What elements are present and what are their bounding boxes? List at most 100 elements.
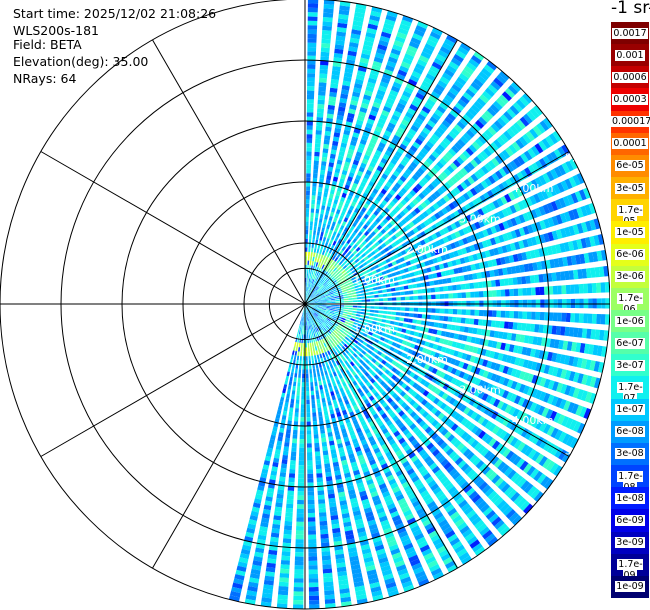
range-gate	[295, 399, 300, 405]
range-gate	[430, 214, 438, 222]
range-gate	[417, 313, 423, 319]
range-gate	[307, 291, 309, 296]
range-gate	[430, 180, 439, 188]
range-gate	[365, 306, 371, 309]
range-gate	[564, 178, 573, 190]
range-gate	[311, 247, 314, 253]
range-ring-label: 4.00km	[512, 182, 554, 195]
range-gate	[327, 252, 331, 258]
range-gate	[363, 256, 369, 261]
range-gate	[515, 333, 521, 342]
range-gate	[332, 61, 342, 68]
range-gate	[363, 318, 369, 323]
range-gate	[530, 145, 540, 156]
range-gate	[412, 235, 419, 242]
range-gate	[349, 258, 354, 264]
range-gate	[485, 270, 491, 278]
range-gate	[448, 293, 454, 299]
range-gate	[307, 286, 309, 292]
ray-23	[305, 202, 596, 304]
range-gate	[344, 67, 354, 74]
range-gate	[277, 489, 285, 495]
range-gate	[328, 281, 333, 285]
range-gate	[446, 165, 455, 174]
range-gate	[367, 77, 377, 85]
range-gate	[444, 293, 449, 299]
range-gate	[321, 437, 327, 443]
range-gate	[309, 304, 314, 306]
range-gate	[323, 8, 334, 14]
range-gate	[498, 222, 506, 231]
range-gate	[298, 373, 301, 378]
range-gate	[341, 230, 347, 237]
range-gate	[466, 161, 475, 171]
range-gate	[334, 294, 339, 297]
range-gate	[390, 316, 396, 320]
instrument-text: WLS200s-181	[13, 23, 99, 38]
range-gate	[580, 221, 588, 233]
range-gate	[308, 243, 311, 248]
range-gate	[313, 285, 317, 290]
range-gate	[460, 95, 470, 105]
range-gate	[326, 175, 332, 181]
range-gate	[301, 378, 305, 383]
range-gate	[366, 146, 374, 153]
range-gate	[452, 293, 458, 299]
range-gate	[455, 325, 461, 332]
range-gate	[456, 317, 462, 323]
range-gate	[337, 219, 342, 225]
range-gate	[418, 151, 426, 159]
range-gate	[318, 222, 322, 228]
range-gate	[396, 252, 403, 258]
range-gate	[325, 476, 333, 482]
range-gate	[465, 246, 472, 254]
range-gate	[323, 454, 330, 460]
range-gate	[388, 278, 394, 283]
range-gate	[370, 266, 376, 271]
range-gate	[319, 525, 328, 531]
range-gate	[429, 205, 436, 213]
range-gate	[352, 91, 361, 98]
range-gate	[321, 308, 327, 311]
range-gate	[436, 330, 442, 336]
range-gate	[525, 197, 533, 207]
range-gate	[374, 310, 379, 313]
range-gate	[554, 199, 563, 210]
range-gate	[459, 343, 466, 350]
range-gate	[361, 240, 367, 246]
range-gate	[577, 327, 583, 338]
range-gate	[399, 286, 405, 291]
range-gate	[294, 412, 299, 418]
range-gate	[323, 585, 334, 591]
range-gate	[522, 225, 530, 235]
range-gate	[369, 138, 378, 145]
range-gate	[316, 235, 320, 240]
range-gate	[450, 222, 457, 230]
range-gate	[309, 300, 314, 303]
range-gate	[570, 284, 575, 294]
range-gate	[310, 382, 314, 387]
range-gate	[518, 311, 523, 319]
range-gate	[297, 495, 304, 501]
range-gate	[441, 72, 452, 82]
range-gate	[430, 266, 436, 272]
range-gate	[562, 340, 569, 351]
range-gate	[315, 294, 320, 297]
range-gate	[493, 247, 500, 256]
range-gate	[525, 130, 535, 142]
range-gate	[486, 60, 498, 71]
range-gate	[427, 273, 434, 280]
range-gate	[437, 209, 445, 217]
range-ring-label: 3.00km	[459, 384, 501, 397]
range-gate	[449, 109, 459, 118]
range-gate	[340, 89, 349, 95]
range-gate	[557, 299, 563, 308]
range-gate	[284, 437, 290, 443]
range-gate	[306, 286, 308, 292]
range-gate	[350, 100, 359, 106]
range-gate	[562, 299, 567, 308]
range-gate	[518, 214, 526, 224]
range-gate	[307, 20, 318, 26]
range-gate	[516, 155, 526, 166]
range-gate	[501, 149, 511, 160]
